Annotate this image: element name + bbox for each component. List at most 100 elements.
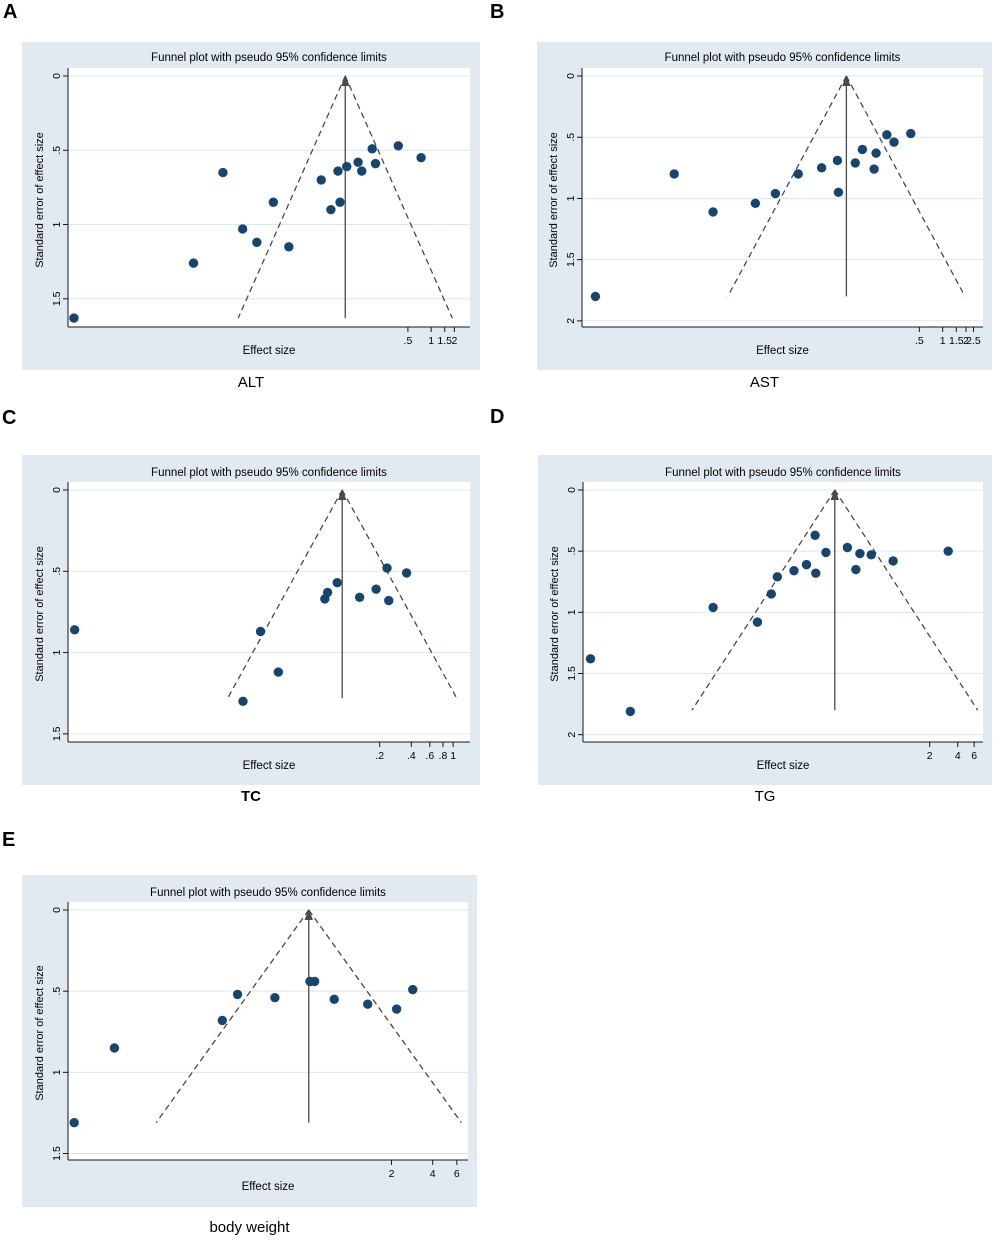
data-point [237,224,248,234]
y-tick-label: 0 [51,907,63,913]
data-point [393,141,403,151]
data-point [322,587,333,598]
data-point [842,542,853,553]
data-point [384,595,394,606]
plot-area [68,482,470,742]
data-point [866,550,876,560]
plot-area [68,68,470,327]
data-point [750,198,761,209]
funnel-plot-panel-body-weight: 0 .5 1 1.5 2 4 6 Funnel plot with pseudo 95% c… [22,875,477,1207]
chart-title: Funnel plot with pseudo 95% confidence l… [150,887,386,899]
y-tick-label: 2 [565,318,577,324]
panel-caption-ast: AST [749,374,780,391]
data-point [382,563,392,573]
y-axis-title: Standard error of effect size [34,546,46,682]
pooled-effect-arrowhead [842,75,851,86]
y-tick-label: 1.5 [51,291,63,306]
data-point [354,592,365,603]
data-point [371,584,381,594]
data-point [353,157,363,167]
data-point [851,564,861,575]
panel-letter-e: E [2,829,16,851]
funnel-chart-svg-tc: 0.511.5.2.4.6.8 1 [51,482,470,762]
data-point [232,989,243,1000]
x-tick-label: 1 [940,335,946,347]
y-tick-label: 0 [566,487,578,493]
y-tick-label: .5 [566,547,578,556]
data-point [772,572,783,582]
pooled-effect-arrowhead [304,909,313,920]
y-tick-label: 0 [51,73,63,79]
data-point [810,530,820,540]
data-point [869,164,879,174]
data-point [833,187,844,198]
data-point [391,1004,402,1014]
chart-title: Funnel plot with pseudo 95% confidence l… [665,467,901,479]
funnel-plot-panel-tc: 0.5 1 1.5.2.4.6.8 1 Funnel plot with pseudo… [22,455,480,785]
funnel-chart-svg-ast: 0.511.52.5 1 1.5 22.5 [565,68,983,347]
data-point [238,696,248,707]
data-point [816,163,827,173]
data-point [316,175,326,185]
data-point [669,169,679,179]
x-tick-label: 2 [963,335,969,347]
data-point [367,144,377,154]
data-point [888,556,898,566]
data-point [408,984,418,995]
data-point [342,161,352,172]
x-tick-label: 2.5 [966,335,981,347]
data-point [906,128,916,139]
data-point [357,166,367,176]
chart-title: Funnel plot with pseudo 95% confidence l… [664,52,901,64]
x-tick-label: 4 [430,1168,436,1180]
y-tick-label: 1 [51,650,63,656]
funnel-ci-line-right [344,75,453,319]
data-point [268,197,279,207]
data-point [333,166,343,176]
y-tick-label: 1.5 [565,252,577,267]
x-tick-label: .4 [407,750,416,762]
y-tick-label: 0 [51,487,63,493]
data-point [855,548,865,559]
x-axis-title: Effect size [756,760,810,772]
y-tick-label: 1 [565,195,577,201]
y-tick-label: 2 [566,732,578,738]
data-point [708,207,718,217]
chart-title: Funnel plot with pseudo 95% confidence l… [151,52,387,64]
x-tick-label: 1 [428,335,434,347]
x-tick-label: 2 [389,1168,395,1180]
data-point [284,242,294,252]
data-point [332,577,342,588]
funnel-ci-line-left [155,909,310,1124]
y-axis-title: Standard error of effect size [548,132,560,268]
data-point [708,602,718,613]
y-tick-label: 1 [566,609,578,615]
funnel-ci-line-right [308,909,462,1124]
data-point [401,568,412,578]
x-tick-label: .5 [915,335,924,347]
data-point [335,197,345,207]
x-tick-label: 4 [955,750,961,762]
data-point [943,546,953,556]
x-axis-title: Effect size [241,1181,295,1193]
y-tick-label: 0 [565,73,577,79]
panel-letter-b: B [490,1,505,23]
plot-area [582,68,983,327]
y-axis-title: Standard error of effect size [34,132,46,268]
x-tick-label: 1.5 [949,335,964,347]
data-point [857,144,868,155]
data-point [789,566,799,576]
y-tick-label: .5 [51,567,63,576]
panel-caption-tc: TC [241,788,261,805]
panel-letter-c: C [2,407,17,429]
panel-letter-a: A [3,1,18,23]
data-point [329,994,339,1004]
data-point [218,167,228,178]
x-tick-label: 6 [454,1168,460,1180]
funnel-ci-line-right [834,489,979,711]
y-tick-label: .5 [51,146,63,155]
panel-letter-d: D [490,406,505,428]
x-tick-label: .2 [375,750,384,762]
data-point [850,158,860,168]
y-tick-label: 1 [51,221,63,227]
